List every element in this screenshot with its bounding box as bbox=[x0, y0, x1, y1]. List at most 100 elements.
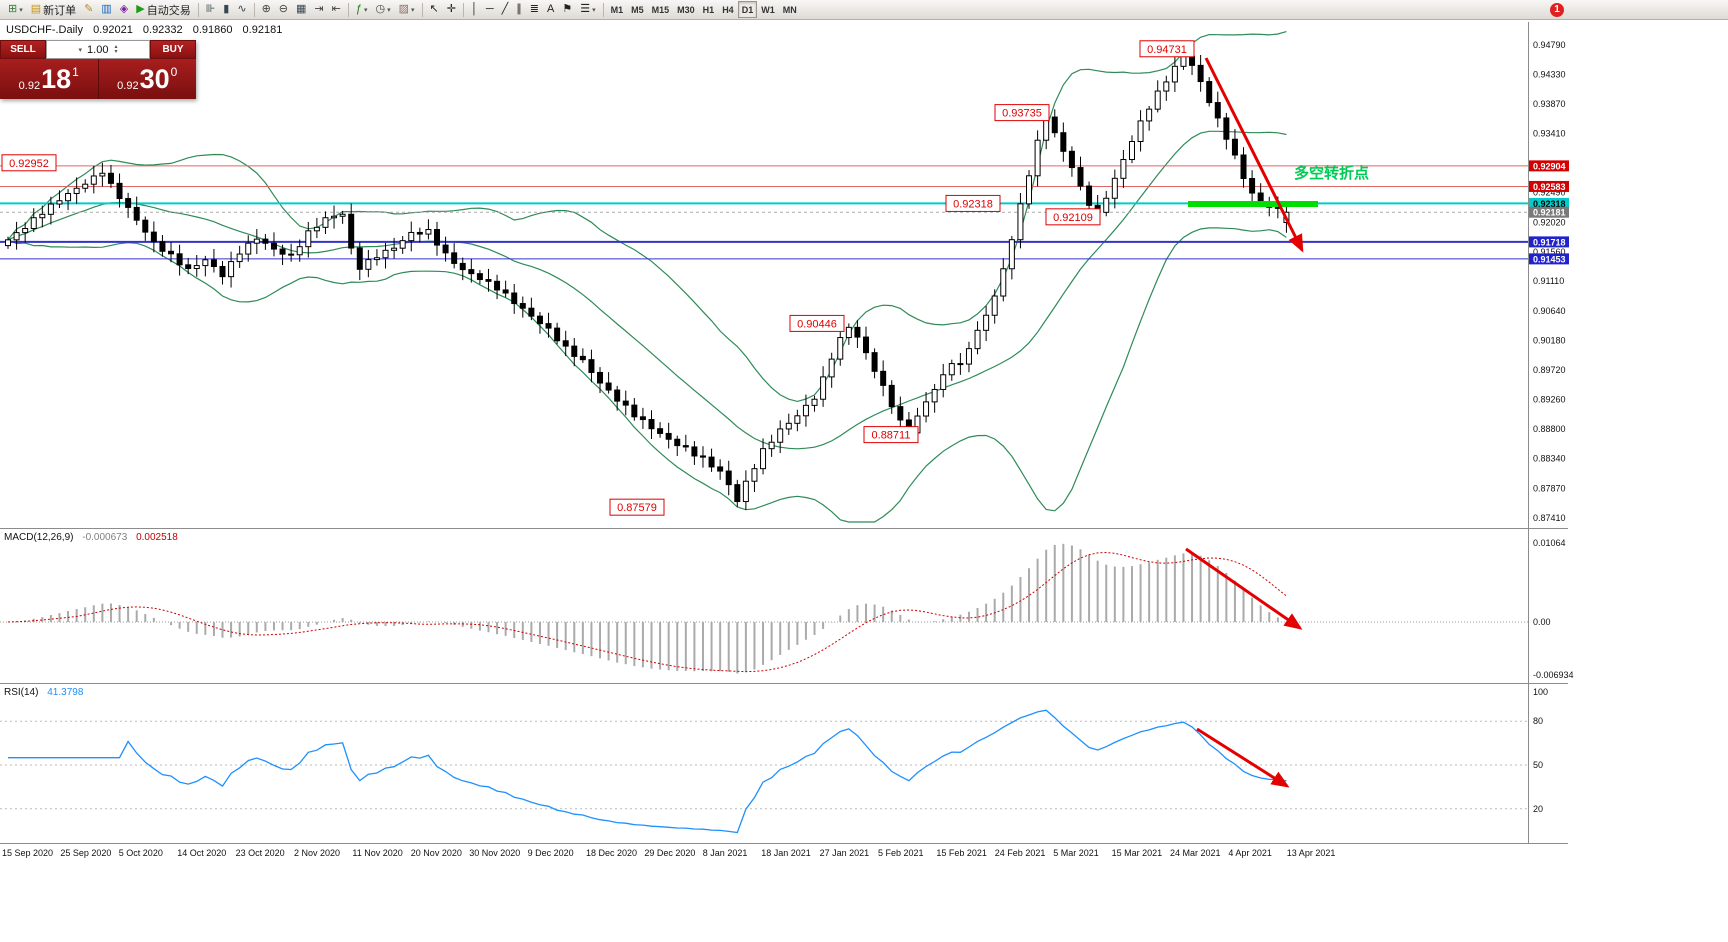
volume-increase-icon[interactable]: ▴ bbox=[114, 43, 118, 50]
volume-stepper[interactable]: ▴ ▾ bbox=[114, 43, 118, 55]
text-icon: A bbox=[547, 3, 555, 15]
navigator-button[interactable]: ◈ bbox=[116, 1, 132, 18]
svg-text:0.90180: 0.90180 bbox=[1533, 335, 1566, 345]
bar-chart-button[interactable]: ⊪ bbox=[202, 1, 220, 18]
price-callout: 0.94731 bbox=[1147, 44, 1187, 56]
zoom-out-icon: ⊖ bbox=[278, 3, 289, 15]
market-watch-icon: ▥ bbox=[101, 3, 112, 15]
autotrading-button[interactable]: ▶ 自动交易 bbox=[132, 1, 194, 18]
fibonacci-icon: ≣ bbox=[529, 3, 539, 15]
svg-text:0.91453: 0.91453 bbox=[1533, 254, 1566, 264]
chart-title-bar: USDCHF-.Daily 0.92021 0.92332 0.91860 0.… bbox=[6, 24, 289, 36]
svg-text:4 Apr 2021: 4 Apr 2021 bbox=[1228, 848, 1272, 858]
notification-badge[interactable]: 1 bbox=[1550, 2, 1564, 17]
periods-button[interactable]: ◷ ▾ bbox=[372, 1, 395, 18]
timeframe-w1-button[interactable]: W1 bbox=[757, 1, 779, 18]
crosshair-button[interactable]: ✛ bbox=[443, 1, 460, 18]
tile-windows-button[interactable]: ▦ bbox=[292, 1, 310, 18]
macd-panel: 0.01064 0.00 -0.006934 bbox=[0, 538, 1574, 680]
annotations[interactable]: 0.92952 0.94731 0.93735 0.92318 0.92109 0.904… bbox=[1, 40, 1369, 788]
svg-text:0.01064: 0.01064 bbox=[1533, 538, 1566, 548]
arrows-icon: ☰ bbox=[580, 3, 591, 15]
macd-signal-value: 0.002518 bbox=[136, 532, 178, 543]
indicators-button[interactable]: ƒ ▾ bbox=[352, 1, 372, 18]
svg-text:0.89720: 0.89720 bbox=[1533, 365, 1566, 375]
indicators-caret-icon: ▾ bbox=[363, 6, 368, 14]
chart-shift-button[interactable]: ⇤ bbox=[328, 1, 345, 18]
svg-text:0.93870: 0.93870 bbox=[1533, 99, 1566, 109]
fibonacci-button[interactable]: ≣ bbox=[526, 1, 543, 18]
volume-dropdown-icon[interactable]: ▾ bbox=[78, 46, 83, 54]
svg-text:24 Mar 2021: 24 Mar 2021 bbox=[1170, 848, 1221, 858]
price-callout: 0.93735 bbox=[1002, 108, 1042, 120]
candlestick-chart-button[interactable]: ▮ bbox=[219, 1, 233, 18]
one-click-trading-panel: SELL ▾ 1.00 ▴ ▾ BUY 0.92 18 1 0.92 30 0 bbox=[0, 40, 196, 99]
price-axis[interactable]: 0.94790 0.94330 0.93870 0.93410 0.92490 0.920… bbox=[1529, 40, 1569, 523]
svg-text:0.93410: 0.93410 bbox=[1533, 128, 1566, 138]
timeframe-m15-button[interactable]: M15 bbox=[648, 1, 674, 18]
horizontal-level-lines[interactable] bbox=[0, 165, 1528, 260]
svg-text:0.92318: 0.92318 bbox=[1533, 199, 1566, 209]
new-chart-caret-icon: ▾ bbox=[19, 6, 23, 14]
macd-label: MACD(12,26,9) -0.000673 0.002518 bbox=[4, 532, 184, 543]
rsi-value: 41.3798 bbox=[47, 687, 84, 698]
svg-text:0.91560: 0.91560 bbox=[1533, 247, 1566, 257]
timeframe-h4-button[interactable]: H4 bbox=[718, 1, 738, 18]
text-button[interactable]: A bbox=[543, 1, 558, 18]
buy-button[interactable]: BUY bbox=[150, 40, 196, 59]
auto-scroll-button[interactable]: ⇥ bbox=[310, 1, 327, 18]
toolbar-separator bbox=[253, 2, 255, 17]
ohlc-high: 0.92332 bbox=[142, 24, 183, 36]
arrows-button[interactable]: ☰ ▾ bbox=[576, 1, 599, 18]
vertical-line-icon: │ bbox=[470, 3, 478, 15]
market-watch-button[interactable]: ▥ bbox=[97, 1, 115, 18]
svg-text:80: 80 bbox=[1533, 716, 1543, 726]
timeframe-m30-label: M30 bbox=[677, 4, 695, 15]
timeframe-m15-label: M15 bbox=[651, 4, 670, 15]
ohlc-low: 0.91860 bbox=[192, 24, 233, 36]
timeframe-d1-button[interactable]: D1 bbox=[737, 1, 758, 18]
svg-text:0.00: 0.00 bbox=[1533, 617, 1551, 627]
new-order-button[interactable]: ▤ 新订单 bbox=[27, 1, 80, 18]
timeframe-m5-button[interactable]: M5 bbox=[627, 1, 648, 18]
metaeditor-button[interactable]: ✎ bbox=[80, 1, 97, 18]
horizontal-line-button[interactable]: ─ bbox=[482, 1, 498, 18]
line-chart-button[interactable]: ∿ bbox=[233, 1, 250, 18]
templates-button[interactable]: ▨ ▾ bbox=[395, 1, 419, 18]
price-callout: 0.88711 bbox=[872, 430, 911, 442]
turning-point-note: 多空转折点 bbox=[1294, 164, 1369, 182]
vertical-line-button[interactable]: │ bbox=[467, 1, 482, 18]
svg-text:20: 20 bbox=[1533, 804, 1543, 814]
label-button[interactable]: ⚑ bbox=[558, 1, 576, 18]
label-icon: ⚑ bbox=[562, 3, 573, 15]
trendline-button[interactable]: ╱ bbox=[498, 1, 513, 18]
sell-price-prefix: 0.92 bbox=[18, 80, 41, 92]
horizontal-line-icon: ─ bbox=[485, 3, 494, 15]
svg-text:0.92583: 0.92583 bbox=[1533, 182, 1566, 192]
timeframe-m30-button[interactable]: M30 bbox=[673, 1, 699, 18]
toolbar-separator bbox=[462, 2, 464, 17]
svg-text:20 Nov 2020: 20 Nov 2020 bbox=[411, 848, 462, 858]
new-chart-button[interactable]: ⊞ ▾ bbox=[4, 1, 27, 18]
time-axis[interactable]: 15 Sep 2020 25 Sep 2020 5 Oct 2020 14 Oct 2… bbox=[2, 848, 1335, 858]
svg-text:18 Dec 2020: 18 Dec 2020 bbox=[586, 848, 637, 858]
timeframe-mn-button[interactable]: MN bbox=[779, 1, 801, 18]
volume-field[interactable]: ▾ 1.00 ▴ ▾ bbox=[46, 40, 150, 59]
timeframe-h1-button[interactable]: H1 bbox=[699, 1, 719, 18]
buy-price-button[interactable]: 0.92 30 0 bbox=[97, 59, 196, 99]
cursor-button[interactable]: ↖ bbox=[426, 1, 443, 18]
panel-separators bbox=[0, 22, 1568, 844]
timeframe-m1-button[interactable]: M1 bbox=[607, 1, 628, 18]
sell-price-button[interactable]: 0.92 18 1 bbox=[0, 59, 98, 99]
sell-button[interactable]: SELL bbox=[0, 40, 46, 59]
volume-decrease-icon[interactable]: ▾ bbox=[114, 48, 118, 55]
svg-text:15 Mar 2021: 15 Mar 2021 bbox=[1112, 848, 1163, 858]
zoom-out-button[interactable]: ⊖ bbox=[275, 1, 292, 18]
buy-price-pips: 30 bbox=[139, 64, 170, 94]
zoom-in-button[interactable]: ⊕ bbox=[258, 1, 275, 18]
channel-button[interactable]: ∥ bbox=[512, 1, 526, 18]
svg-text:9 Dec 2020: 9 Dec 2020 bbox=[528, 848, 574, 858]
chart-symbol-period: USDCHF-.Daily bbox=[6, 24, 83, 36]
